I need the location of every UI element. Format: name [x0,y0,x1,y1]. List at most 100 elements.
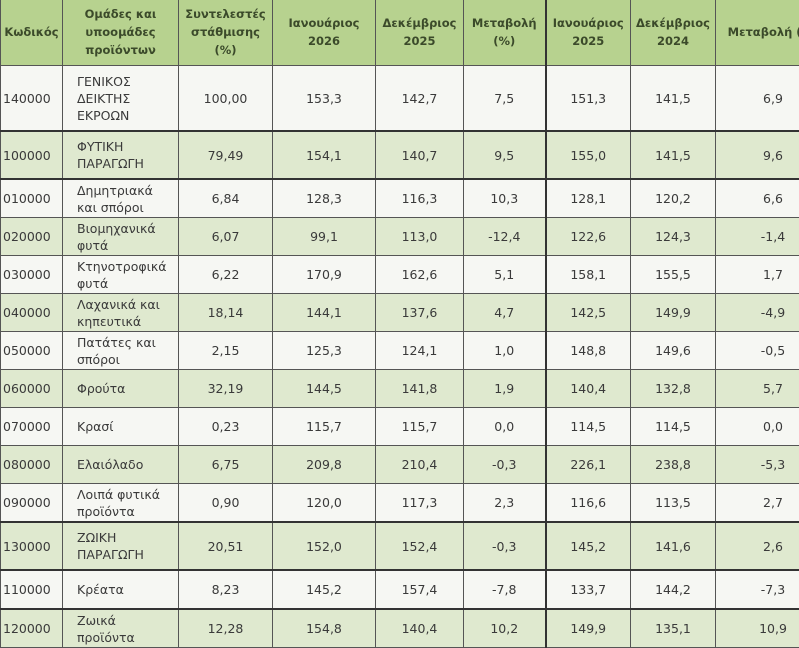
cell-dec-2025: 137,6 [376,294,464,332]
cell-group: ΓΕΝΙΚΟΣ ΔΕΙΚΤΗΣ ΕΚΡΟΩΝ [63,66,179,132]
cell-weight: 0,23 [179,408,273,446]
header-jan-2025: Ιανουάριος 2025 [546,0,631,66]
cell-jan-2025: 149,9 [546,609,631,648]
cell-dec-2024: 113,5 [631,484,716,523]
cell-code: 010000 [1,179,63,218]
cell-change-2: -0,5 [716,332,799,370]
cell-change-1: 5,1 [464,256,546,294]
cell-change-2: 2,6 [716,522,799,570]
header-change-2: Μεταβολή (%) [716,0,799,66]
cell-weight: 12,28 [179,609,273,648]
cell-weight: 32,19 [179,370,273,408]
cell-weight: 8,23 [179,570,273,609]
header-code: Κωδικός [1,0,63,66]
cell-dec-2024: 124,3 [631,218,716,256]
cell-group: Φρούτα [63,370,179,408]
cell-weight: 18,14 [179,294,273,332]
cell-change-1: 9,5 [464,131,546,179]
cell-jan-2025: 148,8 [546,332,631,370]
cell-jan-2025: 142,5 [546,294,631,332]
cell-dec-2024: 144,2 [631,570,716,609]
cell-dec-2024: 135,1 [631,609,716,648]
cell-jan-2025: 151,3 [546,66,631,132]
cell-code: 060000 [1,370,63,408]
cell-dec-2025: 140,4 [376,609,464,648]
cell-dec-2025: 162,6 [376,256,464,294]
cell-change-2: -7,3 [716,570,799,609]
cell-change-2: 6,9 [716,66,799,132]
cell-group: Ζωικά προϊόντα [63,609,179,648]
cell-dec-2025: 140,7 [376,131,464,179]
cell-dec-2024: 141,6 [631,522,716,570]
cell-change-1: 0,0 [464,408,546,446]
cell-weight: 2,15 [179,332,273,370]
header-weight: Συντελεστές στάθμισης (%) [179,0,273,66]
cell-dec-2024: 141,5 [631,131,716,179]
cell-group: ΦΥΤΙΚΗ ΠΑΡΑΓΩΓΗ [63,131,179,179]
cell-weight: 0,90 [179,484,273,523]
cell-jan-2025: 114,5 [546,408,631,446]
cell-change-1: 7,5 [464,66,546,132]
cell-dec-2024: 141,5 [631,66,716,132]
cell-dec-2025: 142,7 [376,66,464,132]
cell-jan-2026: 128,3 [273,179,376,218]
cell-change-2: 1,7 [716,256,799,294]
cell-code: 040000 [1,294,63,332]
cell-change-2: -4,9 [716,294,799,332]
cell-jan-2025: 140,4 [546,370,631,408]
cell-dec-2024: 114,5 [631,408,716,446]
cell-group: Κρέατα [63,570,179,609]
cell-change-2: 5,7 [716,370,799,408]
cell-dec-2025: 141,8 [376,370,464,408]
header-change-1: Μεταβολή (%) [464,0,546,66]
cell-dec-2024: 132,8 [631,370,716,408]
cell-jan-2026: 120,0 [273,484,376,523]
header-row: Κωδικός Ομάδες και υποομάδες προϊόντων Σ… [1,0,799,66]
cell-code: 070000 [1,408,63,446]
cell-weight: 20,51 [179,522,273,570]
cell-code: 090000 [1,484,63,523]
cell-change-1: 2,3 [464,484,546,523]
cell-dec-2025: 117,3 [376,484,464,523]
cell-jan-2026: 144,5 [273,370,376,408]
cell-code: 100000 [1,131,63,179]
cell-jan-2026: 152,0 [273,522,376,570]
cell-change-1: 4,7 [464,294,546,332]
cell-weight: 79,49 [179,131,273,179]
header-dec-2024: Δεκέμβριος 2024 [631,0,716,66]
cell-code: 030000 [1,256,63,294]
cell-jan-2025: 122,6 [546,218,631,256]
cell-change-2: -5,3 [716,446,799,484]
cell-change-1: -0,3 [464,446,546,484]
cell-jan-2026: 145,2 [273,570,376,609]
cell-change-2: 6,6 [716,179,799,218]
cell-dec-2025: 116,3 [376,179,464,218]
cell-change-1: -12,4 [464,218,546,256]
cell-group: Λαχανικά και κηπευτικά [63,294,179,332]
cell-group: Βιομηχανικά φυτά [63,218,179,256]
cell-jan-2026: 115,7 [273,408,376,446]
cell-group: Πατάτες και σπόροι [63,332,179,370]
cell-weight: 6,84 [179,179,273,218]
cell-code: 050000 [1,332,63,370]
cell-jan-2026: 154,8 [273,609,376,648]
cell-dec-2024: 120,2 [631,179,716,218]
cell-change-2: 0,0 [716,408,799,446]
cell-group: Κτηνοτροφικά φυτά [63,256,179,294]
cell-group: Κρασί [63,408,179,446]
cell-dec-2024: 155,5 [631,256,716,294]
cell-dec-2025: 113,0 [376,218,464,256]
cell-dec-2024: 149,9 [631,294,716,332]
cell-code: 080000 [1,446,63,484]
